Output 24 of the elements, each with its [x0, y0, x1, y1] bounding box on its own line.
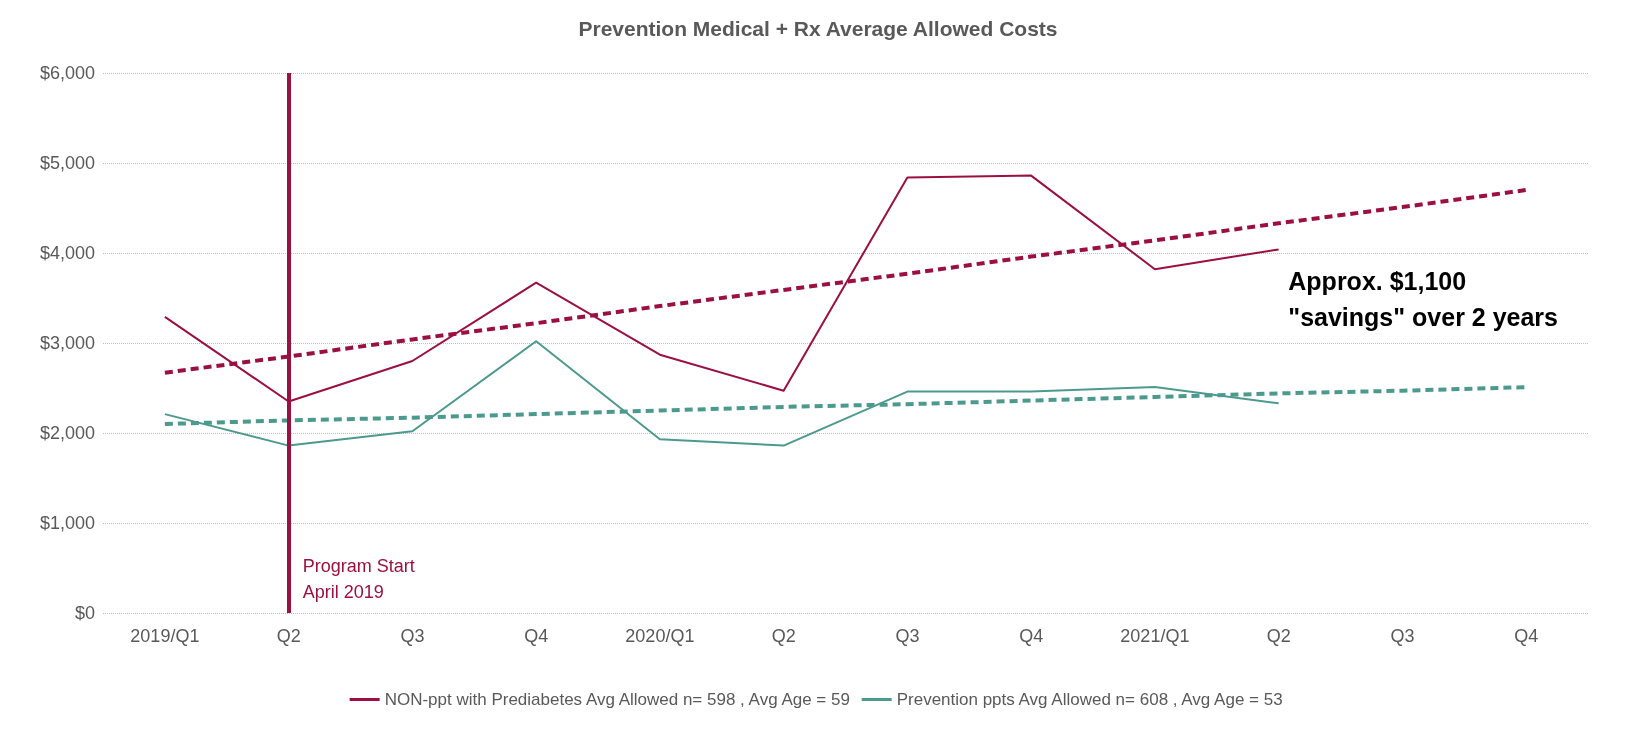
x-tick-label: 2019/Q1	[130, 626, 200, 646]
annotation: Approx. $1,100 "savings" over 2 years	[1288, 267, 1558, 331]
y-tick-label: $1,000	[39, 513, 95, 533]
ref-line-label: Program Start April 2019	[302, 556, 415, 602]
legend-label: Prevention ppts Avg Allowed n= 608 , Avg Age = 53	[896, 690, 1283, 709]
y-tick-label: $6,000	[39, 63, 95, 83]
y-tick-label: $0	[74, 603, 95, 623]
x-tick-label: Q3	[1390, 626, 1415, 646]
x-tick-label: Q3	[895, 626, 920, 646]
x-tick-label: Q4	[1019, 626, 1044, 646]
x-tick-label: 2021/Q1	[1120, 626, 1190, 646]
x-tick-label: Q2	[1266, 626, 1291, 646]
x-tick-label: 2020/Q1	[625, 626, 695, 646]
chart-title: Prevention Medical + Rx Average Allowed Costs	[578, 17, 1058, 40]
x-tick-label: Q3	[400, 626, 425, 646]
x-tick-label: Q2	[771, 626, 796, 646]
legend-label: NON-ppt with Prediabetes Avg Allowed n= 598 , Avg Age = 59	[384, 690, 850, 709]
y-tick-label: $5,000	[39, 153, 95, 173]
y-tick-label: $3,000	[39, 333, 95, 353]
x-tick-label: Q4	[1514, 626, 1539, 646]
y-tick-label: $4,000	[39, 243, 95, 263]
x-tick-label: Q2	[276, 626, 301, 646]
y-tick-label: $2,000	[39, 423, 95, 443]
x-tick-label: Q4	[524, 626, 549, 646]
